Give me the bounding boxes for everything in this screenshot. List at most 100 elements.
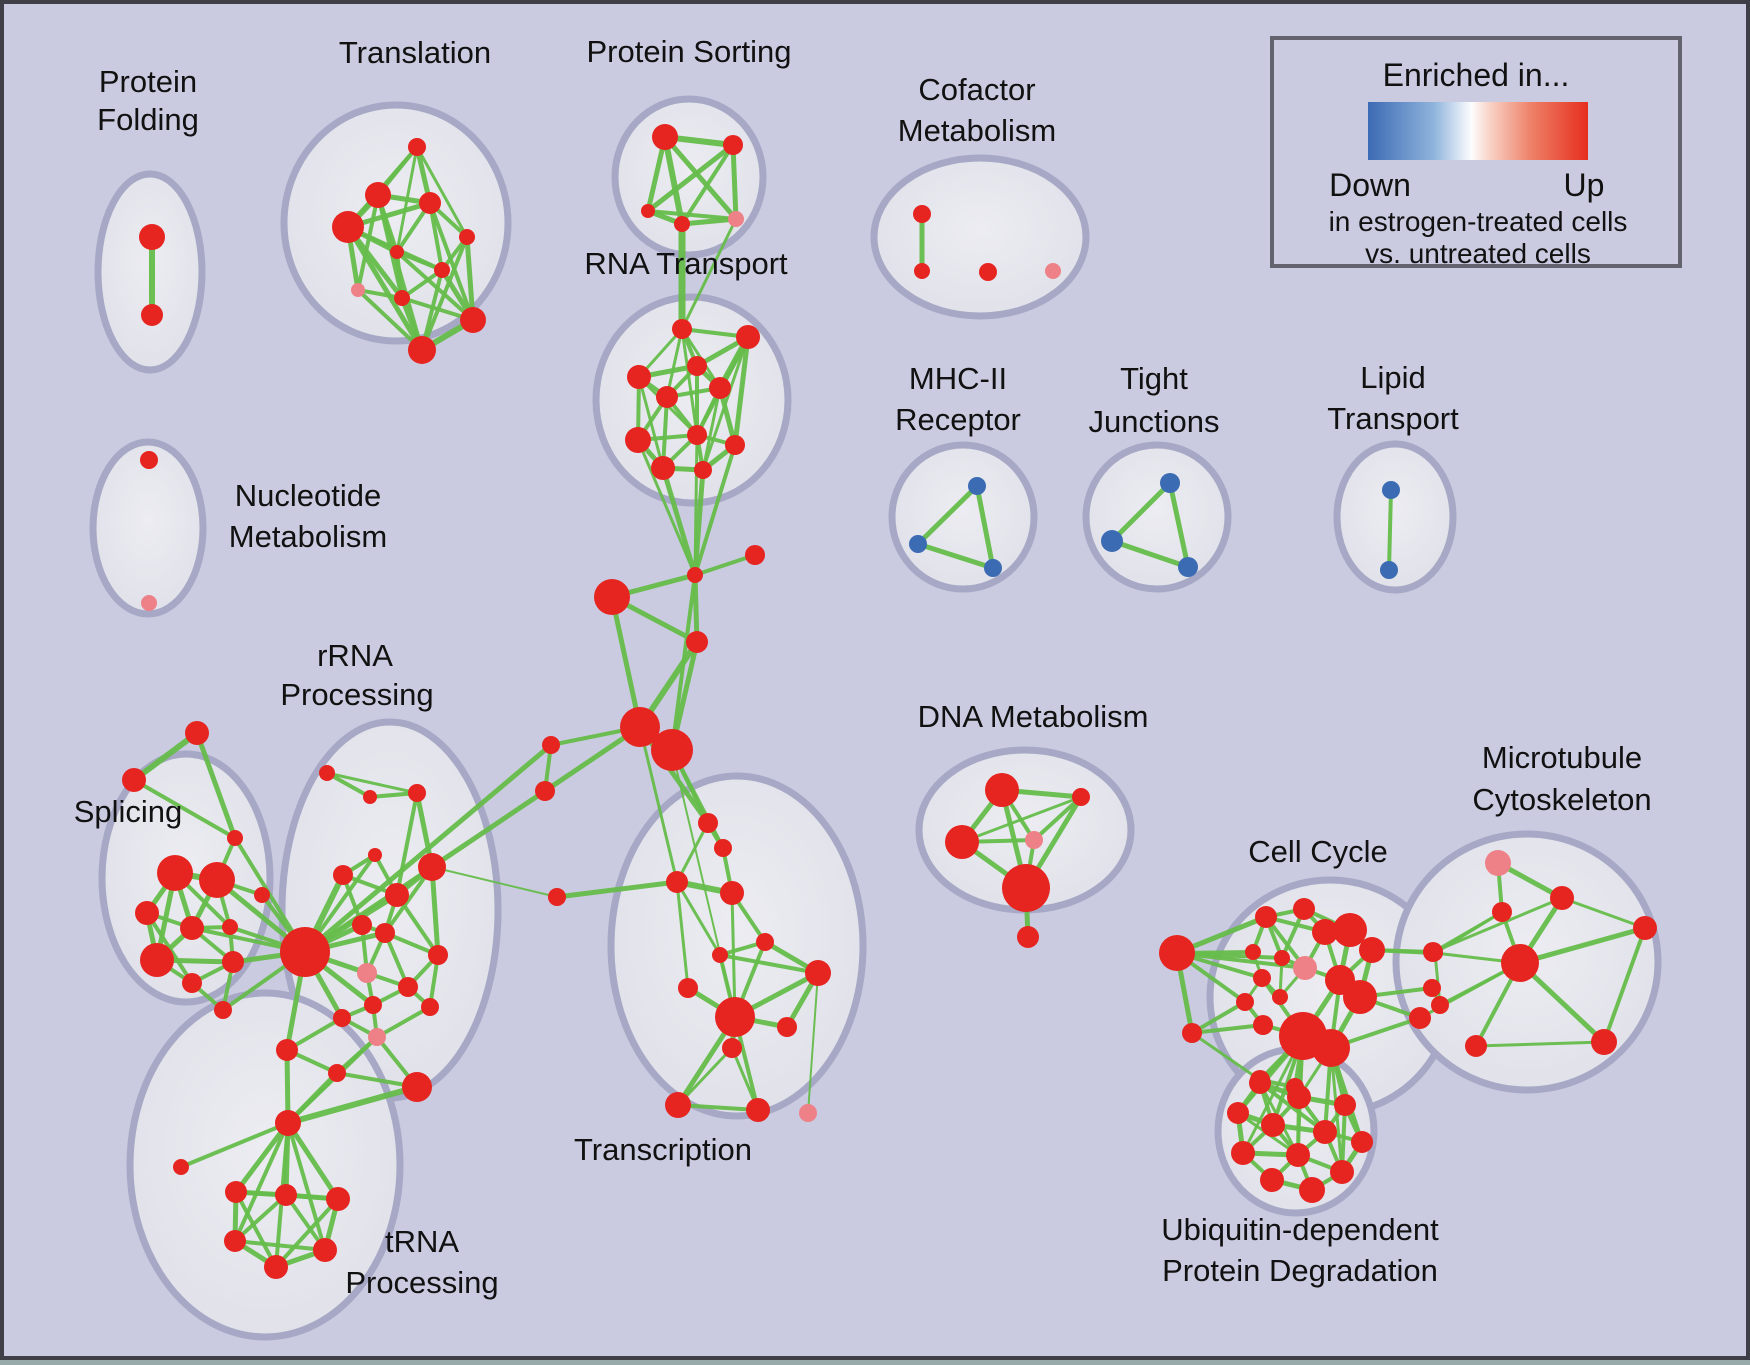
node-cell-cycle-8[interactable] [1236,993,1254,1011]
edge-protein-sorting-1-3[interactable] [680,143,735,226]
link-protein-sorting-4--rna-transport-0[interactable] [680,217,738,331]
node-ubiquitin-degradation-5[interactable] [1313,1120,1337,1144]
edge-splicing-triangle-1-2[interactable] [132,778,237,840]
node-dna-metabolism-4[interactable] [1002,864,1050,912]
edge-translation-1-10[interactable] [376,193,424,352]
node-ubiquitin-degradation-10[interactable] [1260,1168,1284,1192]
node-rrna-processing-0[interactable] [280,927,330,977]
node-transcription-12[interactable] [746,1098,770,1122]
node-rrna-processing-18[interactable] [328,1064,346,1082]
node-ubiquitin-degradation-1[interactable] [1287,1085,1311,1109]
edge-splicing-2-7[interactable] [145,911,194,985]
edge-tight-junctions-0-2[interactable] [1167,480,1191,570]
node-microtubule-cytoskeleton-1[interactable] [1550,886,1574,910]
node-mid-connectors-8[interactable] [548,888,566,906]
edge-cell-cycle-1-17[interactable] [1190,1023,1265,1035]
node-mid-connectors-4[interactable] [620,707,660,747]
edge-transcription-0-2[interactable] [675,821,710,884]
node-rna-transport-2[interactable] [627,365,651,389]
node-transcription-8[interactable] [715,997,755,1037]
node-rna-transport-0[interactable] [672,319,692,339]
node-splicing-4[interactable] [140,943,174,977]
edge-mhc-ii-receptor-0-2[interactable] [974,483,996,571]
link-mid-connectors-8--rrna-processing-6[interactable] [431,866,558,898]
edge-rna-transport-0-4[interactable] [665,327,684,399]
link-trna-processing-0--rrna-processing-19[interactable] [285,1084,420,1126]
node-cell-cycle-3[interactable] [1293,898,1315,920]
node-ubiquitin-degradation-0[interactable] [1249,1072,1271,1094]
node-tight-junctions-1[interactable] [1101,530,1123,552]
edge-transcription-6-13[interactable] [807,972,819,1114]
node-splicing-0[interactable] [157,855,193,891]
edge-rrna-processing-1-3[interactable] [325,771,419,795]
edge-trna-processing-0-6[interactable] [286,1121,327,1252]
edge-rna-transport-5-10[interactable] [701,386,722,472]
node-mid-connectors-3[interactable] [686,631,708,653]
node-microtubule-cytoskeleton-3[interactable] [1501,944,1539,982]
node-cell-cycle-0[interactable] [1159,935,1195,971]
edge-dna-metabolism-1-3[interactable] [1032,795,1083,842]
node-cell-cycle-6[interactable] [1253,969,1271,987]
node-rrna-processing-16[interactable] [368,1028,386,1046]
node-translation-4[interactable] [459,229,475,245]
link-mid-connectors-7--rrna-processing-6[interactable] [429,788,548,870]
edge-translation-3-9[interactable] [428,201,475,322]
node-transcription-5[interactable] [756,933,774,951]
edge-microtubule-cytoskeleton-6-7[interactable] [1474,1040,1606,1048]
node-splicing-9[interactable] [254,887,270,903]
node-rrna-processing-13[interactable] [364,996,382,1014]
edge-translation-4-9[interactable] [464,234,476,323]
link-rna-transport-7--mid-connectors-0[interactable] [693,433,699,577]
node-rna-transport-1[interactable] [736,325,760,349]
node-ubiquitin-degradation-4[interactable] [1261,1113,1285,1137]
node-mid-connectors-0[interactable] [687,567,703,583]
node-rrna-processing-15[interactable] [333,1009,351,1027]
node-cell-cycle-1[interactable] [1182,1023,1202,1043]
node-transcription-0[interactable] [698,813,718,833]
node-microtubule-cytoskeleton-2[interactable] [1492,902,1512,922]
node-trna-processing-5[interactable] [224,1230,246,1252]
edge-protein-sorting-0-4[interactable] [662,134,739,222]
edge-transcription-11-12[interactable] [676,1103,760,1112]
node-ubiquitin-degradation-3[interactable] [1227,1102,1249,1124]
node-splicing-2[interactable] [135,901,159,925]
node-cell-cycle-11[interactable] [1333,913,1367,947]
node-cell-cycle-16[interactable] [1312,1029,1350,1067]
edge-translation-7-10[interactable] [356,288,424,352]
node-translation-1[interactable] [365,182,391,208]
node-splicing-3[interactable] [180,916,204,940]
node-rna-transport-9[interactable] [651,456,675,480]
node-translation-8[interactable] [394,290,410,306]
node-cell-cycle-12[interactable] [1359,937,1385,963]
node-microtubule-cytoskeleton-4[interactable] [1427,945,1443,961]
link-rna-transport-8--mid-connectors-0[interactable] [693,443,737,577]
node-translation-0[interactable] [408,138,426,156]
node-tight-junctions-2[interactable] [1178,557,1198,577]
link-cell-cycle-18--microtubule-cytoskeleton-2[interactable] [1431,910,1504,954]
node-cell-cycle-17[interactable] [1253,1015,1273,1035]
node-microtubule-cytoskeleton-6[interactable] [1591,1029,1617,1055]
edge-translation-1-7[interactable] [356,193,380,292]
edge-ubiquitin-degradation-0-5[interactable] [1258,1081,1327,1134]
node-protein-sorting-0[interactable] [652,124,678,150]
edge-translation-2-10[interactable] [345,224,425,353]
edge-lipid-transport-0-1[interactable] [1387,488,1393,572]
node-microtubule-cytoskeleton-5[interactable] [1633,916,1657,940]
edge-tight-junctions-1-2[interactable] [1109,538,1191,570]
node-dna-metabolism-2[interactable] [945,825,979,859]
node-trna-processing-1[interactable] [173,1159,189,1175]
link-rna-transport-9--mid-connectors-0[interactable] [660,465,698,578]
link-rna-transport-6--mid-connectors-0[interactable] [636,438,697,577]
edge-protein-sorting-1-2[interactable] [645,142,736,214]
node-mhc-ii-receptor-0[interactable] [968,477,986,495]
node-trna-processing-6[interactable] [313,1238,337,1262]
edge-rna-transport-0-7[interactable] [680,327,699,437]
node-rrna-processing-6[interactable] [418,853,446,881]
edge-translation-4-10[interactable] [420,235,469,352]
edge-rrna-processing-0-6[interactable] [303,865,434,954]
node-nucleotide-metabolism-1[interactable] [141,595,157,611]
edge-translation-0-5[interactable] [395,145,419,254]
edge-trna-processing-0-5[interactable] [233,1121,290,1243]
edge-rrna-processing-14-16[interactable] [375,1005,432,1039]
node-cell-cycle-9[interactable] [1293,956,1317,980]
